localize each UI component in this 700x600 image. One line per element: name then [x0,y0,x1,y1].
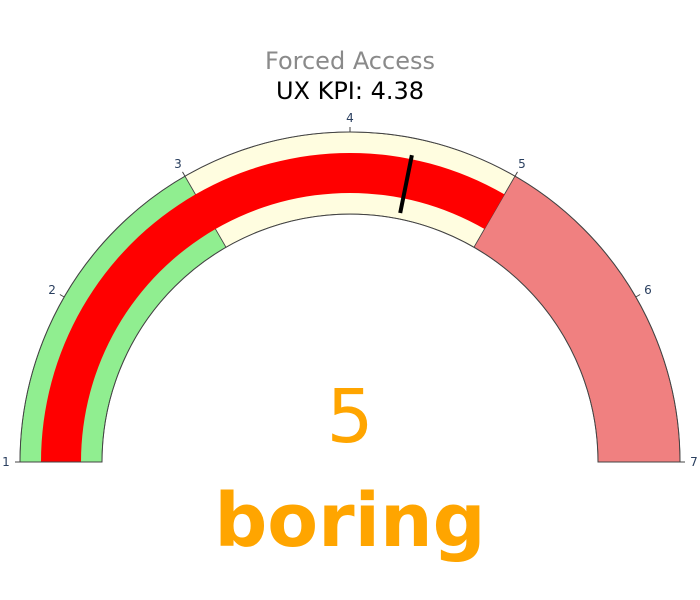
gauge-tick-label: 3 [174,157,182,171]
gauge-tick-label: 2 [48,283,56,297]
gauge-outline [19,131,681,463]
gauge-tick-label: 6 [644,283,652,297]
gauge-outline-group [19,131,681,463]
gauge-threshold-group [398,154,414,214]
gauge-tick-label: 4 [346,111,354,125]
gauge-bar [41,153,505,462]
chart-subtitle: UX KPI: 4.38 [276,77,424,105]
gauge-bar-group [41,153,505,462]
chart-title: Forced Access [265,47,435,75]
gauge-step-3 [473,175,681,463]
gauge-tick-mark [182,171,186,177]
gauge-ticks: 1 2 3 4 5 6 7 [2,111,698,469]
gauge-value: 5 [326,374,373,460]
gauge-tick-mark [635,294,641,298]
gauge-threshold-marker [398,154,414,214]
mood-label: boring [214,478,485,564]
gauge-tick-label: 1 [2,455,10,469]
gauge-tick-label: 5 [518,157,526,171]
gauge-tick-mark [59,294,65,298]
gauge-tick-mark [514,171,518,177]
gauge-tick-label: 7 [690,455,698,469]
